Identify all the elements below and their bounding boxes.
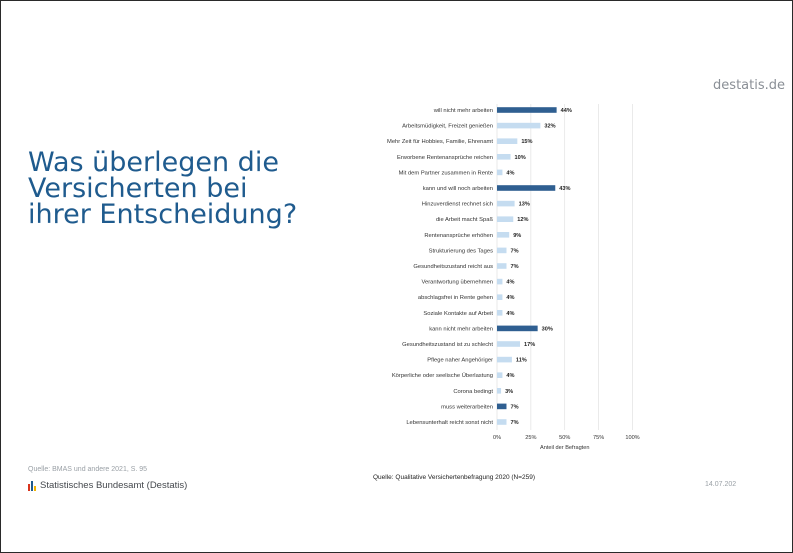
value-label: 4% (506, 280, 514, 286)
x-tick-label: 75% (593, 435, 604, 441)
value-label: 10% (515, 155, 526, 161)
bar (497, 154, 511, 160)
bar (497, 216, 514, 222)
category-label: Rentenansprüche erhöhen (424, 233, 493, 239)
value-label: 30% (542, 326, 553, 332)
date-label: 14.07.202 (705, 481, 737, 488)
category-label: Soziale Kontakte auf Arbeit (423, 311, 493, 317)
category-label: kann und will noch arbeiten (423, 186, 493, 192)
value-label: 11% (516, 358, 527, 364)
value-label: 7% (510, 420, 518, 426)
chart-source: Quelle: Qualitative Versichertenbefragun… (373, 474, 536, 481)
footnote: Quelle: BMAS und andere 2021, S. 95 (28, 466, 148, 473)
value-label: 15% (521, 139, 532, 145)
bar (497, 278, 503, 285)
x-tick-label: 0% (493, 435, 501, 441)
value-label: 4% (506, 311, 514, 317)
bar (497, 403, 507, 410)
bar (497, 185, 556, 191)
page-title: Was überlegen die Versicherten bei ihrer… (28, 147, 298, 230)
category-label: Mit dem Partner zusammen in Rente (399, 170, 493, 176)
x-axis-label: Anteil der Befragten (540, 445, 589, 451)
category-label: Hinzuverdienst rechnet sich (422, 202, 493, 208)
category-label: abschlagsfrei in Rente gehen (418, 295, 493, 301)
bar (497, 310, 503, 316)
value-label: 7% (510, 248, 518, 254)
value-label: 7% (510, 264, 518, 270)
bar (497, 247, 507, 254)
category-label: Körperliche oder seelische Überlastung (392, 372, 493, 379)
bar (497, 341, 521, 347)
value-label: 4% (506, 373, 514, 379)
bar (497, 372, 503, 378)
bar (497, 169, 503, 176)
value-label: 32% (544, 124, 555, 130)
bar (497, 325, 538, 332)
bar (497, 200, 515, 207)
value-label: 9% (513, 233, 521, 239)
category-label: Verantwortung übernehmen (421, 280, 493, 286)
value-label: 13% (519, 202, 530, 208)
bar (497, 232, 510, 238)
category-label: Gesundheitszustand reicht aus (413, 264, 493, 270)
x-tick-label: 50% (559, 435, 570, 441)
value-label: 17% (524, 342, 535, 348)
bar (497, 356, 512, 363)
bar (497, 263, 507, 269)
category-label: muss weiterarbeiten (441, 404, 493, 410)
category-label: Strukturierung des Tages (429, 248, 493, 254)
destatis-logo-icon (28, 480, 36, 491)
bar (497, 107, 557, 113)
category-label: Erworbene Rentenansprüche reichen (397, 155, 493, 161)
category-label: Lebensunterhalt reicht sonst nicht (406, 420, 493, 426)
value-label: 44% (561, 108, 572, 114)
value-label: 12% (517, 217, 528, 223)
category-label: kann nicht mehr arbeiten (429, 326, 493, 332)
category-label: Gesundheitszustand ist zu schlecht (402, 342, 493, 348)
org-name: Statistisches Bundesamt (Destatis) (40, 480, 188, 491)
org-credit: Statistisches Bundesamt (Destatis) (28, 480, 187, 491)
x-tick-label: 25% (525, 435, 536, 441)
category-label: die Arbeit macht Spaß (436, 217, 493, 223)
bar (497, 294, 503, 300)
category-label: Corona bedingt (453, 389, 493, 395)
bar (497, 419, 507, 425)
category-label: Pflege naher Angehöriger (427, 358, 493, 364)
bar (497, 122, 541, 129)
value-label: 43% (559, 186, 570, 192)
bar-chart: 0% 25% 50% 75% 100% will nicht mehr arbeiten 4… (387, 104, 640, 451)
bar (497, 138, 518, 144)
value-label: 7% (510, 404, 518, 410)
site-label: destatis.de (713, 78, 785, 93)
category-label: Arbeitsmüdigkeit, Freizeit genießen (402, 124, 493, 130)
value-label: 3% (505, 389, 513, 395)
x-tick-label: 100% (625, 435, 639, 441)
bar (497, 388, 502, 394)
category-label: Mehr Zeit für Hobbies, Familie, Ehrenamt (387, 139, 493, 145)
value-label: 4% (506, 170, 514, 176)
value-label: 4% (506, 295, 514, 301)
category-label: will nicht mehr arbeiten (433, 108, 493, 114)
